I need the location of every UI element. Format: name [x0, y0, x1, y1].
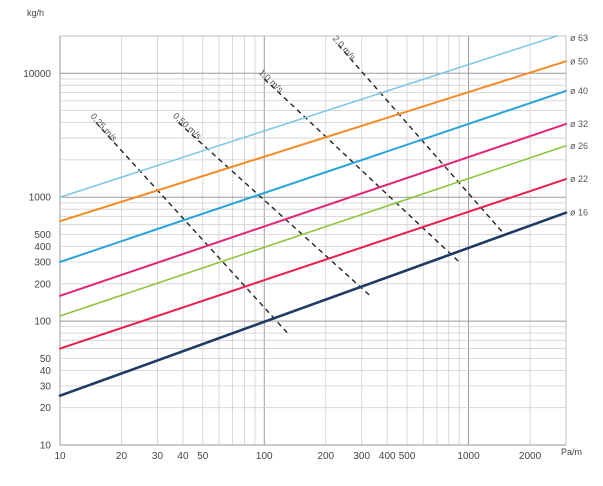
x-tick-label: 500: [399, 451, 416, 462]
series-line: [59, 60, 567, 223]
series-label: ø 63: [570, 33, 588, 43]
y-tick-label: 400: [34, 242, 51, 253]
y-tick-label: 300: [34, 257, 51, 268]
series-label: ø 22: [570, 174, 588, 184]
series-line: [59, 178, 567, 350]
y-tick-label: 500: [34, 230, 51, 241]
series-line: [59, 122, 567, 297]
x-tick-label: 30: [152, 451, 164, 462]
y-tick-label: 200: [34, 279, 51, 290]
series-line: [58, 211, 568, 397]
x-unit-label: Pa/m: [561, 447, 582, 457]
series-line: [59, 35, 558, 198]
y-unit-label: kg/h: [27, 8, 44, 18]
x-tick-label: 300: [353, 451, 370, 462]
series-label: ø 16: [570, 208, 588, 218]
x-tick-label: 10: [54, 451, 66, 462]
x-tick-label: 1000: [457, 451, 480, 462]
series-label: ø 32: [570, 119, 588, 129]
y-tick-label: 40: [40, 366, 52, 377]
x-tick-label: 20: [116, 451, 128, 462]
velocity-line: [177, 122, 371, 297]
x-tick-label: 200: [317, 451, 334, 462]
y-tick-label: 1000: [29, 193, 52, 204]
x-tick-label: 100: [256, 451, 273, 462]
series-lines: [58, 35, 568, 397]
x-tick-label: 50: [197, 451, 209, 462]
y-tick-label: 50: [40, 354, 52, 365]
x-tick-label: 2000: [519, 451, 542, 462]
series-line: [59, 144, 567, 317]
y-tick-label: 30: [40, 381, 52, 392]
y-tick-label: 10000: [23, 69, 51, 80]
x-tick-label: 400: [379, 451, 396, 462]
series-label: ø 26: [570, 141, 588, 151]
y-tick-label: 10: [40, 441, 52, 452]
velocity-line: [95, 122, 289, 334]
plot-frame: [59, 35, 567, 446]
grid-lines: [59, 35, 567, 446]
x-tick-label: 40: [177, 451, 189, 462]
y-tick-label: 20: [40, 403, 52, 414]
series-label: ø 40: [570, 86, 588, 96]
y-tick-label: 100: [34, 317, 51, 328]
series-line: [59, 89, 567, 263]
series-label: ø 50: [570, 56, 588, 66]
tick-labels: 10 20 30 40 50 100 200 300 400 500 1000 20001020304…: [23, 69, 541, 462]
